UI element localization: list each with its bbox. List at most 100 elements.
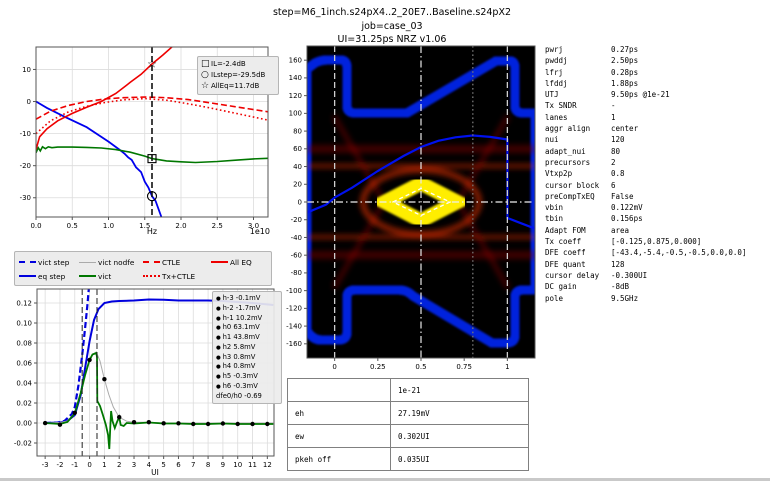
figure-legend-item: vict step xyxy=(19,255,79,269)
eye-density-mass xyxy=(307,55,535,348)
svg-text:2.5: 2.5 xyxy=(212,222,223,230)
parameter-value: 0.28ps xyxy=(611,67,639,77)
parameter-value: -8dB xyxy=(611,282,630,292)
svg-text:-80: -80 xyxy=(291,269,302,277)
svg-text:3: 3 xyxy=(132,461,136,469)
figure-legend-label: CTLE xyxy=(162,257,181,267)
h-coefficient-entry: h6 -0.3mV xyxy=(216,382,278,392)
svg-text:-1: -1 xyxy=(71,461,78,469)
svg-text:0.00: 0.00 xyxy=(16,419,32,427)
figure-legend-label: vict nodfe xyxy=(98,257,135,267)
freq-legend-item: ○ ILstep=-29.5dB xyxy=(201,70,275,81)
figure-title: step=M6_1inch.s24pX4..2_20E7..Baseline.s… xyxy=(14,6,770,47)
svg-text:1: 1 xyxy=(102,461,106,469)
title-line-1: step=M6_1inch.s24pX4..2_20E7..Baseline.s… xyxy=(272,7,511,18)
svg-text:4: 4 xyxy=(147,461,152,469)
svg-text:7: 7 xyxy=(191,461,195,469)
parameter-row: DFE quant 128 xyxy=(545,259,769,270)
svg-text:12: 12 xyxy=(263,461,272,469)
pulse-xaxis-label: UI xyxy=(151,468,159,477)
legend-line-sample xyxy=(143,275,160,277)
table-row-pkeh-off: pkeh off 0.035UI xyxy=(287,447,529,471)
freq-xaxis-offset-label: 1e10 xyxy=(249,227,270,236)
parameter-value: - xyxy=(611,101,616,111)
parameter-row: UTJ 9.50ps @1e-21 xyxy=(545,89,769,100)
parameter-row: preCompTxEQ False xyxy=(545,191,769,202)
svg-text:8: 8 xyxy=(206,461,210,469)
svg-text:20: 20 xyxy=(293,181,302,189)
svg-text:-60: -60 xyxy=(291,251,302,259)
parameter-row: Tx SNDR - xyxy=(545,100,769,111)
frequency-response-plot: ☆ 0.0 0.5 1.0 1.5 2.0 2.5 3.0 10 0 -10 -20 -30 xyxy=(20,46,269,230)
legend-line-sample xyxy=(79,275,96,277)
parameter-row: lfddj 1.88ps xyxy=(545,78,769,89)
parameter-name: Tx SNDR xyxy=(545,101,577,111)
parameter-name: lfrj xyxy=(545,67,564,77)
h-coefficient-entry: h4 0.8mV xyxy=(216,362,278,372)
parameter-name: aggr align xyxy=(545,124,591,134)
parameter-value: [-0.125,0.875,0.000] xyxy=(611,237,702,247)
parameter-value: 80 xyxy=(611,146,621,156)
parameter-name: Tx coeff xyxy=(545,237,582,247)
parameter-name: tbin xyxy=(545,214,564,224)
parameter-name: DC gain xyxy=(545,282,577,292)
svg-text:0.04: 0.04 xyxy=(16,379,32,387)
parameter-row: Adapt FOM area xyxy=(545,225,769,236)
parameter-name: UTJ xyxy=(545,90,559,100)
legend-line-sample xyxy=(19,261,36,263)
svg-text:0.25: 0.25 xyxy=(370,363,386,371)
parameter-name: DFE coeff xyxy=(545,248,586,258)
figure-legend-label: vict step xyxy=(38,257,70,267)
figure-legend-item: vict xyxy=(79,269,143,283)
svg-text:0.08: 0.08 xyxy=(16,339,32,347)
svg-text:140: 140 xyxy=(289,74,302,82)
parameter-row: lanes 1 xyxy=(545,112,769,123)
parameter-name: Vtxp2p xyxy=(545,169,573,179)
svg-text:80: 80 xyxy=(293,127,302,135)
figure-legend-item: CTLE xyxy=(143,255,211,269)
parameter-name: DFE quant xyxy=(545,259,586,269)
svg-text:0.5: 0.5 xyxy=(67,222,78,230)
parameter-row: cursor delay -0.300UI xyxy=(545,270,769,281)
parameter-row: Vtxp2p 0.8 xyxy=(545,168,769,179)
eh-label: eh xyxy=(287,401,391,425)
table-header-ber: 1e-21 xyxy=(390,378,529,402)
freq-legend: □IL=-2.4dB ○ ILstep=-29.5dB ☆ AllEq=11.7dB xyxy=(197,56,279,95)
parameter-name: pole xyxy=(545,293,564,303)
svg-text:0.02: 0.02 xyxy=(16,399,32,407)
parameter-name: cursor delay xyxy=(545,270,600,280)
eh-value: 27.19mV xyxy=(390,401,529,425)
plot-area: ☆ 0.0 0.5 1.0 1.5 2.0 2.5 3.0 10 0 -10 -20 -30 xyxy=(20,46,269,230)
parameter-row: precursors 2 xyxy=(545,157,769,168)
table-row-eh: eh 27.19mV xyxy=(287,401,529,425)
svg-text:160: 160 xyxy=(289,56,302,64)
h-coefficient-entry: h0 63.1mV xyxy=(216,323,278,333)
freq-legend-item: ☆ AllEq=11.7dB xyxy=(201,81,275,92)
figure-legend-label: Tx+CTLE xyxy=(162,271,196,281)
svg-text:60: 60 xyxy=(293,145,302,153)
figure-legend-label: vict xyxy=(98,271,112,281)
svg-text:-2: -2 xyxy=(56,461,63,469)
svg-text:0.75: 0.75 xyxy=(456,363,472,371)
h-coefficient-entry: h-2 -1.7mV xyxy=(216,304,278,314)
svg-text:-140: -140 xyxy=(286,322,302,330)
parameter-name: nui xyxy=(545,135,559,145)
window-edge xyxy=(0,478,770,481)
svg-text:0: 0 xyxy=(87,461,91,469)
parameter-value: 2 xyxy=(611,157,616,167)
svg-text:-3: -3 xyxy=(42,461,49,469)
parameter-value: 128 xyxy=(611,259,625,269)
parameter-row: pwddj 2.50ps xyxy=(545,55,769,66)
parameter-name: cursor block xyxy=(545,180,600,190)
svg-text:5: 5 xyxy=(161,461,165,469)
ew-value: 0.302UI xyxy=(390,424,529,448)
eye-contour-diamond xyxy=(391,187,452,217)
parameter-value: 0.156ps xyxy=(611,214,643,224)
svg-text:9: 9 xyxy=(221,461,225,469)
svg-text:-160: -160 xyxy=(286,340,302,348)
parameter-value: 120 xyxy=(611,135,625,145)
legend-marker-icon: ○ xyxy=(201,70,209,80)
svg-text:-10: -10 xyxy=(20,130,31,138)
svg-text:0.10: 0.10 xyxy=(16,319,32,327)
parameter-value: 9.5GHz xyxy=(611,293,639,303)
